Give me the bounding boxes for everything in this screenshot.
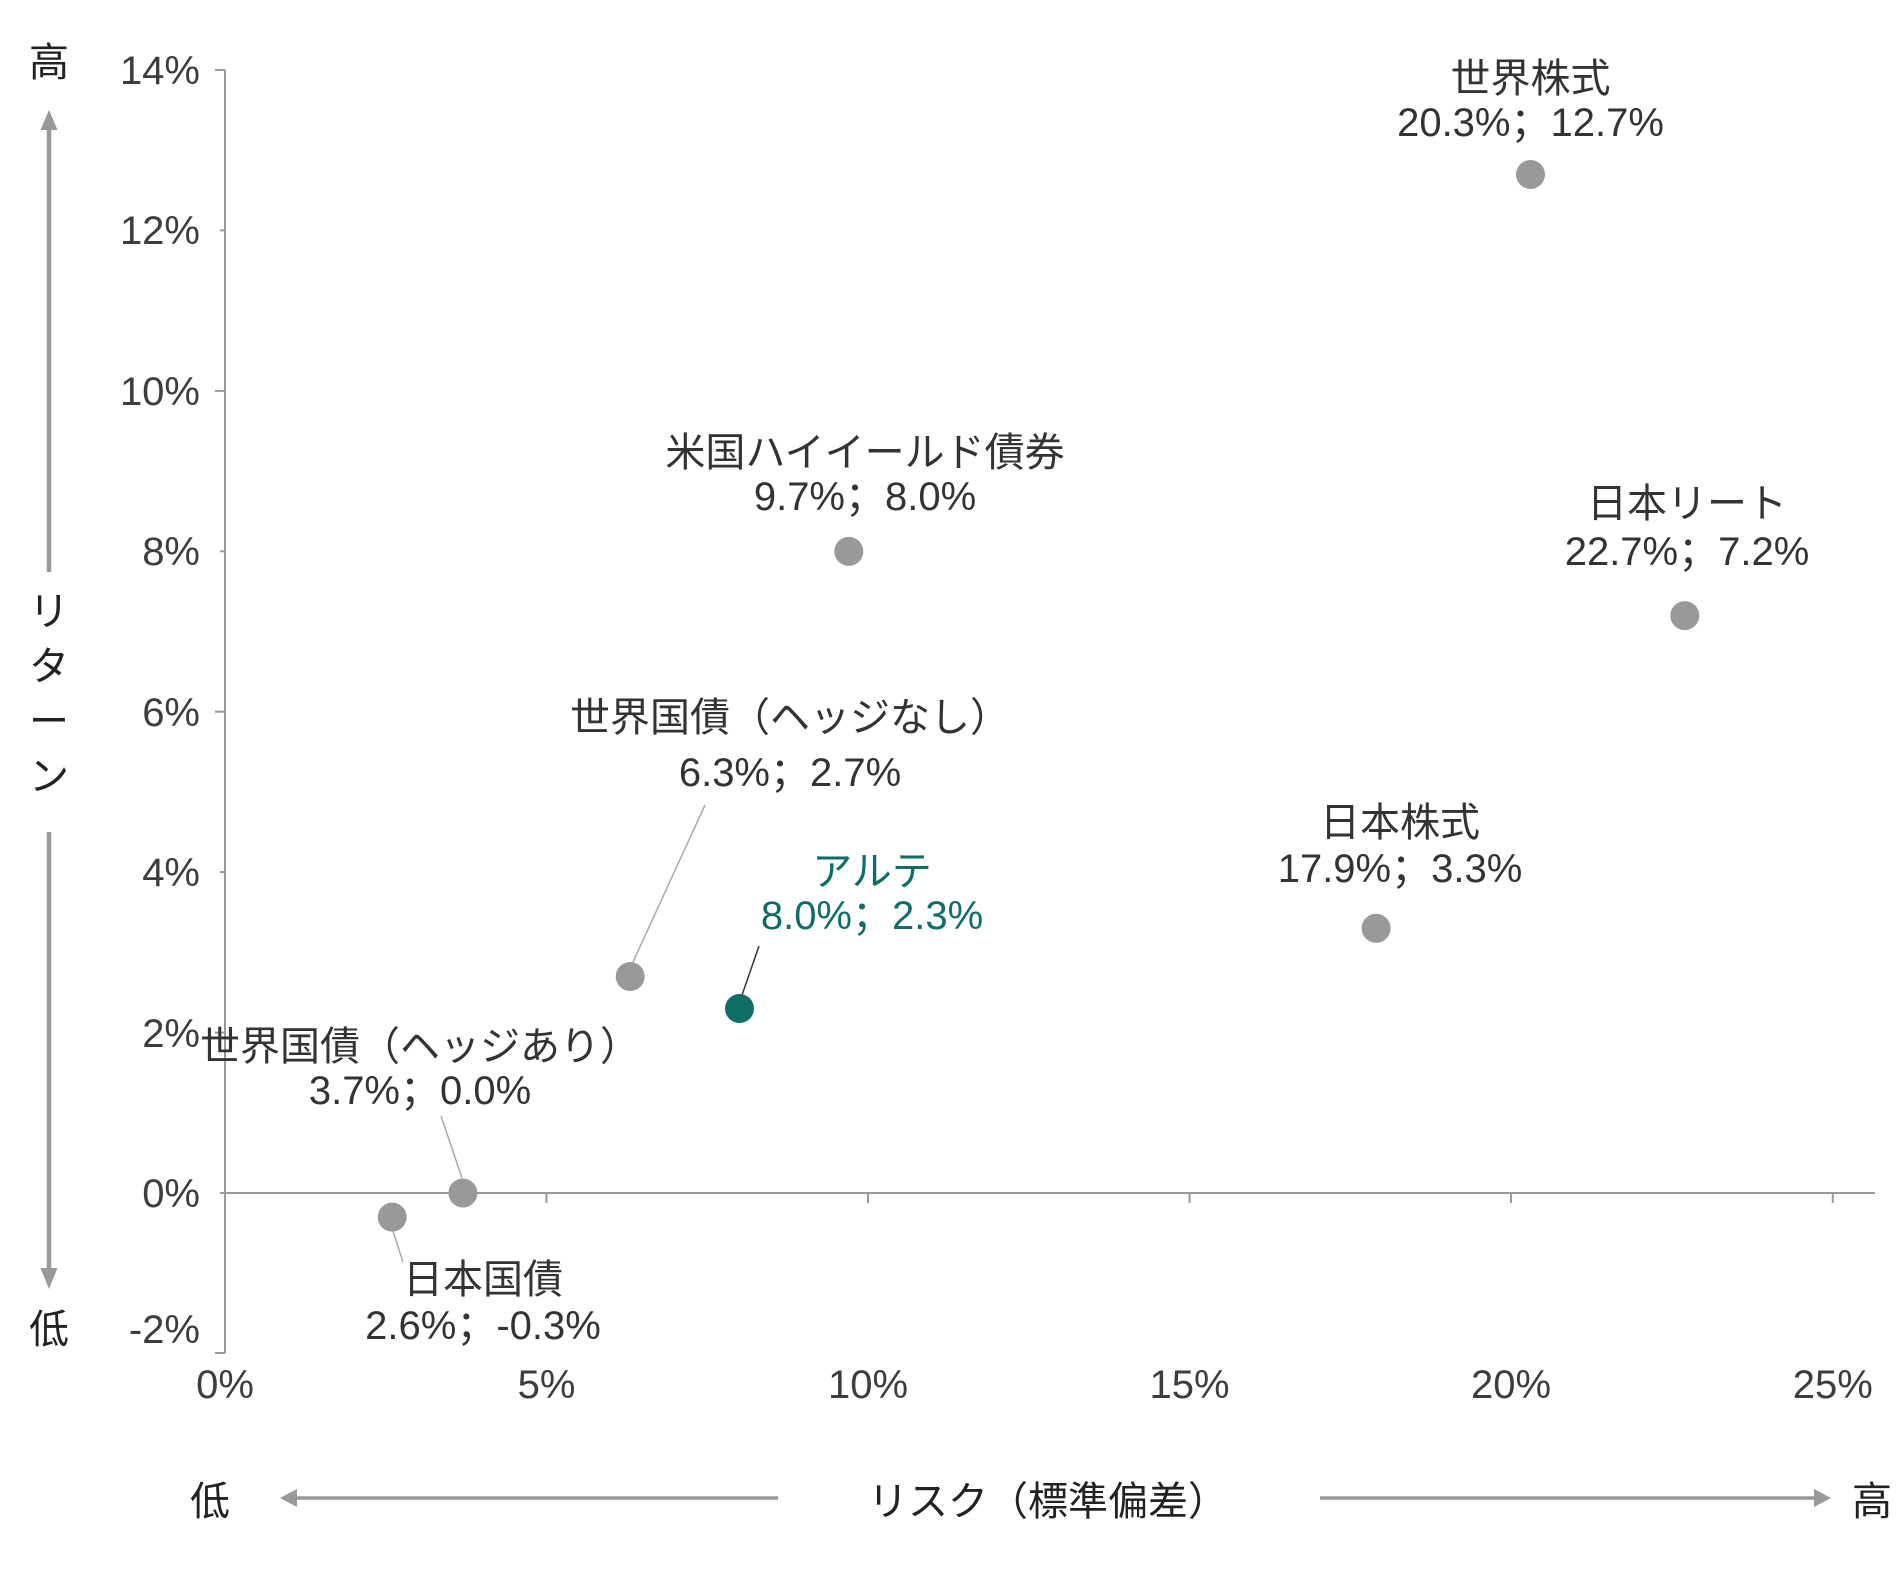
svg-text:タ: タ (29, 645, 69, 689)
svg-text:20%: 20% (1471, 1363, 1551, 1407)
svg-text:日本リート: 日本リート (1587, 482, 1787, 526)
svg-text:高: 高 (1852, 1480, 1892, 1524)
svg-text:6%: 6% (142, 691, 200, 735)
svg-text:4%: 4% (142, 851, 200, 895)
svg-text:22.7%；7.2%: 22.7%；7.2% (1565, 530, 1810, 574)
svg-text:米国ハイイールド債券: 米国ハイイールド債券 (665, 431, 1064, 475)
svg-text:世界国債（ヘッジあり）: 世界国債（ヘッジあり） (200, 1025, 640, 1069)
svg-text:日本株式: 日本株式 (1320, 801, 1480, 845)
svg-text:9.7%；8.0%: 9.7%；8.0% (754, 475, 976, 519)
svg-text:世界国債（ヘッジなし）: 世界国債（ヘッジなし） (570, 696, 1010, 740)
svg-text:10%: 10% (828, 1363, 908, 1407)
svg-text:3.7%；0.0%: 3.7%；0.0% (309, 1069, 531, 1113)
svg-text:0%: 0% (142, 1172, 200, 1216)
svg-text:ン: ン (29, 755, 69, 799)
svg-text:0%: 0% (196, 1363, 254, 1407)
svg-text:14%: 14% (120, 49, 200, 93)
svg-text:リスク（標準偏差）: リスク（標準偏差） (868, 1480, 1228, 1524)
svg-text:5%: 5% (518, 1363, 576, 1407)
svg-text:2%: 2% (142, 1012, 200, 1056)
svg-text:6.3%；2.7%: 6.3%；2.7% (679, 751, 901, 795)
svg-text:ー: ー (29, 700, 69, 744)
svg-text:8.0%；2.3%: 8.0%；2.3% (761, 894, 983, 938)
svg-text:20.3%；12.7%: 20.3%；12.7% (1397, 101, 1664, 145)
svg-text:12%: 12% (120, 209, 200, 253)
svg-text:-2%: -2% (129, 1308, 200, 1352)
svg-text:10%: 10% (120, 370, 200, 414)
svg-text:17.9%；3.3%: 17.9%；3.3% (1278, 847, 1523, 891)
svg-text:15%: 15% (1149, 1363, 1229, 1407)
svg-text:2.6%；-0.3%: 2.6%；-0.3% (365, 1304, 601, 1348)
svg-text:リ: リ (29, 590, 69, 634)
svg-text:25%: 25% (1793, 1363, 1873, 1407)
svg-text:8%: 8% (142, 530, 200, 574)
svg-text:アルテ: アルテ (812, 850, 932, 894)
svg-text:高: 高 (29, 41, 69, 85)
svg-text:世界株式: 世界株式 (1451, 57, 1611, 101)
svg-text:低: 低 (190, 1480, 230, 1524)
svg-text:低: 低 (29, 1308, 69, 1352)
svg-text:日本国債: 日本国債 (403, 1258, 563, 1302)
